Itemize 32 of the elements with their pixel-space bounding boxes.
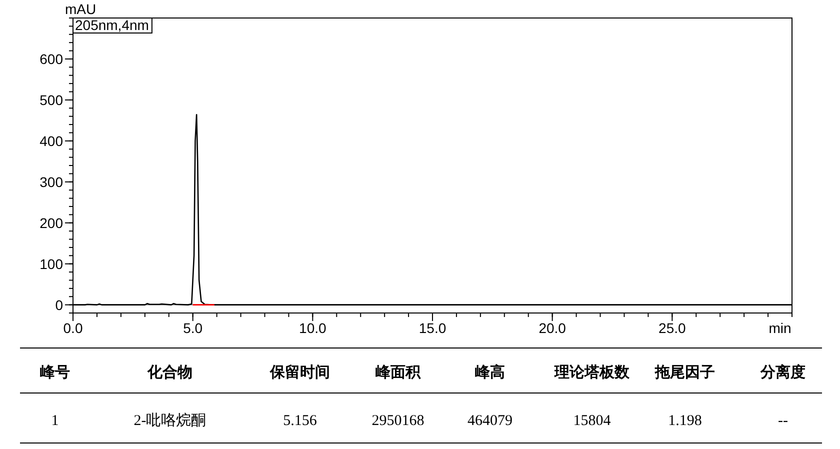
text: 2-吡咯烷酮 [134, 412, 206, 429]
text: 化合物 [146, 364, 192, 381]
y-axis-title: mAU [65, 1, 96, 17]
text: 峰面积 [376, 364, 422, 381]
text: 5.156 [283, 413, 318, 429]
text: 464079 [468, 413, 512, 429]
text: 峰号 [40, 364, 70, 381]
x-tick-label: 5.0 [183, 320, 203, 336]
x-tick-label: 20.0 [538, 320, 566, 336]
x-tick-label: 0.0 [63, 320, 83, 336]
x-tick-label: 10.0 [299, 320, 327, 336]
text: 1.198 [668, 413, 702, 429]
x-tick-label: 15.0 [418, 320, 446, 336]
y-tick-label: 100 [40, 256, 64, 272]
text: 峰高 [475, 363, 505, 381]
y-tick-label: 500 [40, 92, 64, 108]
annotation: 205nm,4nm [75, 17, 149, 33]
y-tick-label: 600 [40, 50, 64, 67]
text: 2950168 [372, 413, 424, 429]
y-tick-label: 300 [40, 174, 64, 190]
text: 理论塔板数 [554, 364, 630, 381]
text: 拖尾因子 [654, 364, 715, 381]
text: 15804 [573, 413, 612, 429]
y-tick-label: 400 [40, 132, 64, 149]
text: -- [778, 413, 788, 429]
x-axis-title: min [768, 320, 792, 336]
y-tick-label: 200 [40, 214, 64, 231]
text: 1 [51, 413, 59, 429]
text: 分离度 [760, 363, 806, 381]
x-tick-label: 25.0 [658, 320, 686, 336]
text: 保留时间 [269, 364, 330, 381]
y-tick-label: 0 [55, 296, 64, 313]
